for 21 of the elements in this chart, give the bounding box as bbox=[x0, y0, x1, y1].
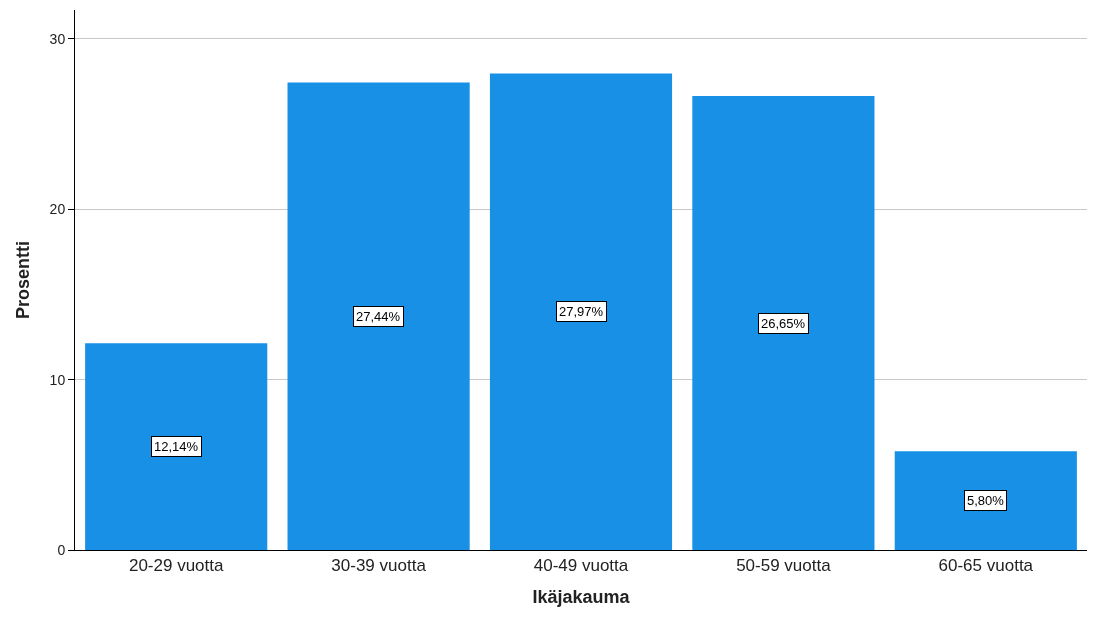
y-tick-label: 0 bbox=[57, 541, 66, 558]
bar bbox=[692, 96, 875, 550]
data-label: 27,97% bbox=[559, 304, 604, 319]
data-label: 26,65% bbox=[761, 316, 806, 331]
data-label: 5,80% bbox=[967, 493, 1005, 508]
x-tick-label: 60-65 vuotta bbox=[938, 556, 1034, 576]
data-label: 12,14% bbox=[154, 439, 199, 454]
bar bbox=[894, 451, 1077, 550]
x-axis-title: Ikäjakauma bbox=[532, 586, 631, 607]
bar bbox=[287, 82, 470, 550]
bar bbox=[85, 343, 268, 550]
data-label: 27,44% bbox=[356, 309, 401, 324]
y-tick-label: 10 bbox=[49, 371, 66, 388]
x-tick-label: 40-49 vuotta bbox=[533, 556, 629, 576]
y-tick-label: 20 bbox=[49, 201, 66, 218]
x-tick-label: 20-29 vuotta bbox=[128, 556, 224, 576]
y-axis-title: Prosentti bbox=[12, 240, 33, 320]
y-tick-label: 30 bbox=[49, 30, 66, 47]
x-tick-label: 30-39 vuotta bbox=[331, 556, 427, 576]
x-tick-label: 50-59 vuotta bbox=[736, 556, 832, 576]
bar bbox=[489, 73, 673, 550]
